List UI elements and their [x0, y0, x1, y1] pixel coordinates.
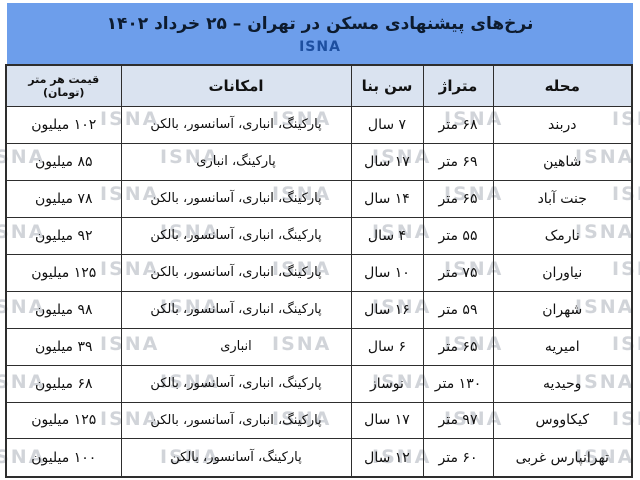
cell-price: ۱۲۵ میلیون — [5, 401, 122, 440]
cell-area: ۷۵ متر — [422, 253, 494, 292]
cell-price: ۱۰۰ میلیون — [5, 438, 122, 478]
table-body: دربند ۶۸ متر ۷ سال پارکینگ، انباری، آسانسور… — [5, 106, 633, 478]
table-header: محله متراژ سن بنا امکانات قیمت هر متر (تومان… — [5, 64, 633, 107]
cell-amenities: پارکینگ، انباری، آسانسور، بالکن — [120, 290, 352, 329]
cell-amenities: پارکینگ، انباری، آسانسور، بالکن — [120, 216, 352, 255]
cell-age: ۴ سال — [350, 216, 424, 255]
cell-age: ۷ سال — [350, 106, 424, 144]
cell-price: ۹۲ میلیون — [5, 216, 122, 255]
cell-area: ۵۹ متر — [422, 290, 494, 329]
cell-neighborhood: دربند — [492, 106, 633, 144]
cell-neighborhood: وحیدیه — [492, 364, 633, 403]
cell-price: ۸۵ میلیون — [5, 142, 122, 181]
cell-price: ۱۲۵ میلیون — [5, 253, 122, 292]
cell-age: نوساز — [350, 364, 424, 403]
cell-neighborhood: تهرانپارس غربی — [492, 438, 633, 478]
cell-area: ۱۳۰ متر — [422, 364, 494, 403]
cell-amenities: انباری — [120, 327, 352, 366]
cell-amenities: پارکینگ، انباری، آسانسور، بالکن — [120, 179, 352, 218]
cell-neighborhood: شاهین — [492, 142, 633, 181]
cell-price: ۱۰۲ میلیون — [5, 106, 122, 144]
cell-price: ۷۸ میلیون — [5, 179, 122, 218]
column-header-amenities: امکانات — [120, 64, 352, 107]
table-row: دربند ۶۸ متر ۷ سال پارکینگ، انباری، آسانسور… — [5, 106, 633, 144]
cell-amenities: پارکینگ، انباری، آسانسور، بالکن — [120, 364, 352, 403]
header-row: محله متراژ سن بنا امکانات قیمت هر متر (تومان… — [5, 64, 633, 107]
cell-price: ۶۸ میلیون — [5, 364, 122, 403]
page-title: نرخ‌های پیشنهادی مسکن در تهران – ۲۵ خردا… — [106, 14, 534, 35]
table-row: نیاوران ۷۵ متر ۱۰ سال پارکینگ، انباری، آسان… — [5, 253, 633, 292]
table-row: امیریه ۶۵ متر ۶ سال انباری ۳۹ میلیون — [5, 327, 633, 366]
cell-area: ۵۵ متر — [422, 216, 494, 255]
cell-amenities: پارکینگ، انباری، آسانسور، بالکن — [120, 253, 352, 292]
cell-age: ۱۶ سال — [350, 290, 424, 329]
cell-area: ۶۰ متر — [422, 438, 494, 478]
cell-age: ۱۴ سال — [350, 179, 424, 218]
cell-price: ۳۹ میلیون — [5, 327, 122, 366]
cell-amenities: پارکینگ، آسانسور، بالکن — [120, 438, 352, 478]
cell-area: ۶۹ متر — [422, 142, 494, 181]
cell-price: ۹۸ میلیون — [5, 290, 122, 329]
table-row: تهرانپارس غربی ۶۰ متر ۱۲ سال پارکینگ، آسانس… — [5, 438, 633, 478]
table-row: جنت آباد ۶۵ متر ۱۴ سال پارکینگ، انباری، آسا… — [5, 179, 633, 218]
cell-area: ۶۵ متر — [422, 179, 494, 218]
cell-area: ۶۸ متر — [422, 106, 494, 144]
cell-amenities: پارکینگ، انباری، آسانسور، بالکن — [120, 106, 352, 144]
table-row: کیکاووس ۹۷ متر ۱۷ سال پارکینگ، انباری، آسان… — [5, 401, 633, 440]
column-header-age: سن بنا — [350, 64, 424, 107]
column-header-area: متراژ — [422, 64, 494, 107]
cell-age: ۶ سال — [350, 327, 424, 366]
table-row: وحیدیه ۱۳۰ متر نوساز پارکینگ، انباری، آسانس… — [5, 364, 633, 403]
table-row: شاهین ۶۹ متر ۱۷ سال پارکینگ، انباری ۸۵ میلیو… — [5, 142, 633, 181]
cell-age: ۱۲ سال — [350, 438, 424, 478]
housing-table-wrap: محله متراژ سن بنا امکانات قیمت هر متر (تومان… — [5, 64, 633, 478]
cell-area: ۶۵ متر — [422, 327, 494, 366]
cell-neighborhood: شهران — [492, 290, 633, 329]
table-row: شهران ۵۹ متر ۱۶ سال پارکینگ، انباری، آسانسو… — [5, 290, 633, 329]
cell-neighborhood: نارمک — [492, 216, 633, 255]
title-band: نرخ‌های پیشنهادی مسکن در تهران – ۲۵ خردا… — [7, 3, 633, 64]
cell-neighborhood: کیکاووس — [492, 401, 633, 440]
cell-neighborhood: نیاوران — [492, 253, 633, 292]
cell-amenities: پارکینگ، انباری — [120, 142, 352, 181]
cell-age: ۱۷ سال — [350, 401, 424, 440]
table-row: نارمک ۵۵ متر ۴ سال پارکینگ، انباری، آسانسور… — [5, 216, 633, 255]
cell-age: ۱۰ سال — [350, 253, 424, 292]
column-header-price: قیمت هر متر (تومان) — [5, 64, 122, 107]
agency-label: ISNA — [299, 38, 341, 55]
cell-age: ۱۷ سال — [350, 142, 424, 181]
cell-neighborhood: امیریه — [492, 327, 633, 366]
cell-neighborhood: جنت آباد — [492, 179, 633, 218]
column-header-neighborhood: محله — [492, 64, 633, 107]
cell-amenities: پارکینگ، انباری، آسانسور، بالکن — [120, 401, 352, 440]
housing-rates-table: محله متراژ سن بنا امکانات قیمت هر متر (تومان… — [5, 64, 633, 478]
cell-area: ۹۷ متر — [422, 401, 494, 440]
